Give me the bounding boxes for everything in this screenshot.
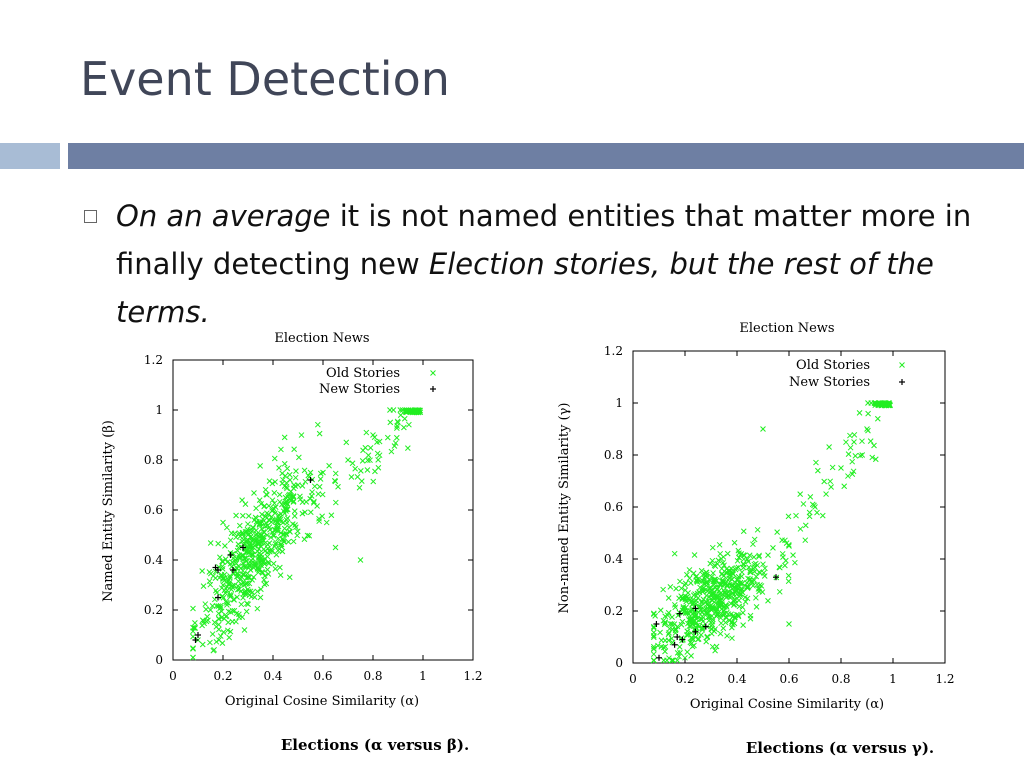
y-tick-label: 1 (615, 396, 623, 410)
x-tick-label: 0.4 (263, 669, 282, 683)
plot-frame (172, 359, 474, 661)
x-tick-label: 1.2 (935, 672, 954, 686)
bullet-marker-icon (84, 210, 97, 223)
x-tick-label: 0.2 (213, 669, 232, 683)
x-tick-label: 1 (419, 669, 427, 683)
legend-markers (430, 370, 436, 392)
x-tick-label: 0.6 (313, 669, 332, 683)
old-stories-points (190, 407, 424, 661)
plot-frame (632, 350, 946, 664)
y-tick-label: 1.2 (604, 344, 623, 358)
y-axis-label: Named Entity Similarity (β) (101, 420, 116, 602)
x-tick-label: 0.2 (675, 672, 694, 686)
legend-label-old: Old Stories (796, 358, 870, 373)
x-tick-label: 1.2 (463, 669, 482, 683)
y-tick-label: 0.2 (604, 604, 623, 618)
x-axis-label: Original Cosine Similarity (α) (690, 697, 884, 712)
y-tick-label: 0 (155, 653, 163, 667)
x-axis-label: Original Cosine Similarity (α) (225, 694, 419, 709)
chart-title: Election News (739, 321, 834, 336)
bullet-body: it is not named entities that matter mor… (116, 199, 972, 281)
data-points (650, 400, 893, 664)
old-stories-points (650, 400, 893, 664)
new-stories-points (192, 477, 314, 643)
y-tick-label: 0.8 (604, 448, 623, 462)
new-stories-points (653, 574, 779, 661)
y-tick-label: 0.8 (144, 453, 163, 467)
chart-caption: Elections (α versus β). (281, 736, 469, 754)
y-tick-label: 0.2 (144, 603, 163, 617)
scatter-chart-beta: Election News 0 0.2 0.4 0.6 0.8 1 1.2 00.20.40… (101, 331, 483, 754)
legend-label-new: New Stories (319, 382, 400, 397)
bullet-emphasis-end: Election stories, but the rest of the te… (116, 247, 934, 329)
legend-label-new: New Stories (789, 375, 870, 390)
x-tick-label: 0 (629, 672, 637, 686)
y-tick-label: 0.4 (604, 552, 623, 566)
y-tick-label: 0.4 (144, 553, 163, 567)
data-points (190, 407, 424, 661)
chart-title: Election News (274, 331, 369, 346)
legend-markers (899, 362, 905, 385)
x-tick-labels: 0 0.2 0.4 0.6 0.8 1 1.2 (629, 672, 954, 686)
slide-title: Event Detection (80, 52, 450, 106)
y-tick-label: 1.2 (144, 353, 163, 367)
x-tick-label: 0.4 (727, 672, 746, 686)
x-tick-label: 0.6 (779, 672, 798, 686)
bullet-text: On an average it is not named entities t… (116, 192, 996, 336)
y-tick-labels: 0 0.2 0.4 0.6 0.8 1 1.2 (604, 344, 623, 670)
y-tick-label: 0.6 (144, 503, 163, 517)
x-tick-label: 0.8 (831, 672, 850, 686)
x-tick-label: 1 (889, 672, 897, 686)
x-tick-label: 0 (169, 669, 177, 683)
y-tick-label: 0.6 (604, 500, 623, 514)
title-band (68, 143, 1024, 169)
x-tick-labels: 0 0.2 0.4 0.6 0.8 1 1.2 (169, 669, 482, 683)
y-tick-labels: 0 0.2 0.4 0.6 0.8 1 1.2 (144, 353, 163, 667)
x-tick-label: 0.8 (363, 669, 382, 683)
scatter-chart-gamma: Election News 0 0.2 0.4 0.6 0.8 1 1.2 00.20.40… (557, 321, 955, 757)
bullet-emphasis: On an average (116, 199, 331, 233)
title-band-accent (0, 143, 60, 169)
chart-caption: Elections (α versus γ). (746, 739, 934, 757)
legend-label-old: Old Stories (326, 366, 400, 381)
y-axis-label: Non-named Entity Similarity (γ) (557, 403, 572, 614)
y-tick-label: 1 (155, 403, 163, 417)
y-tick-label: 0 (615, 656, 623, 670)
plot-border (172, 359, 474, 661)
